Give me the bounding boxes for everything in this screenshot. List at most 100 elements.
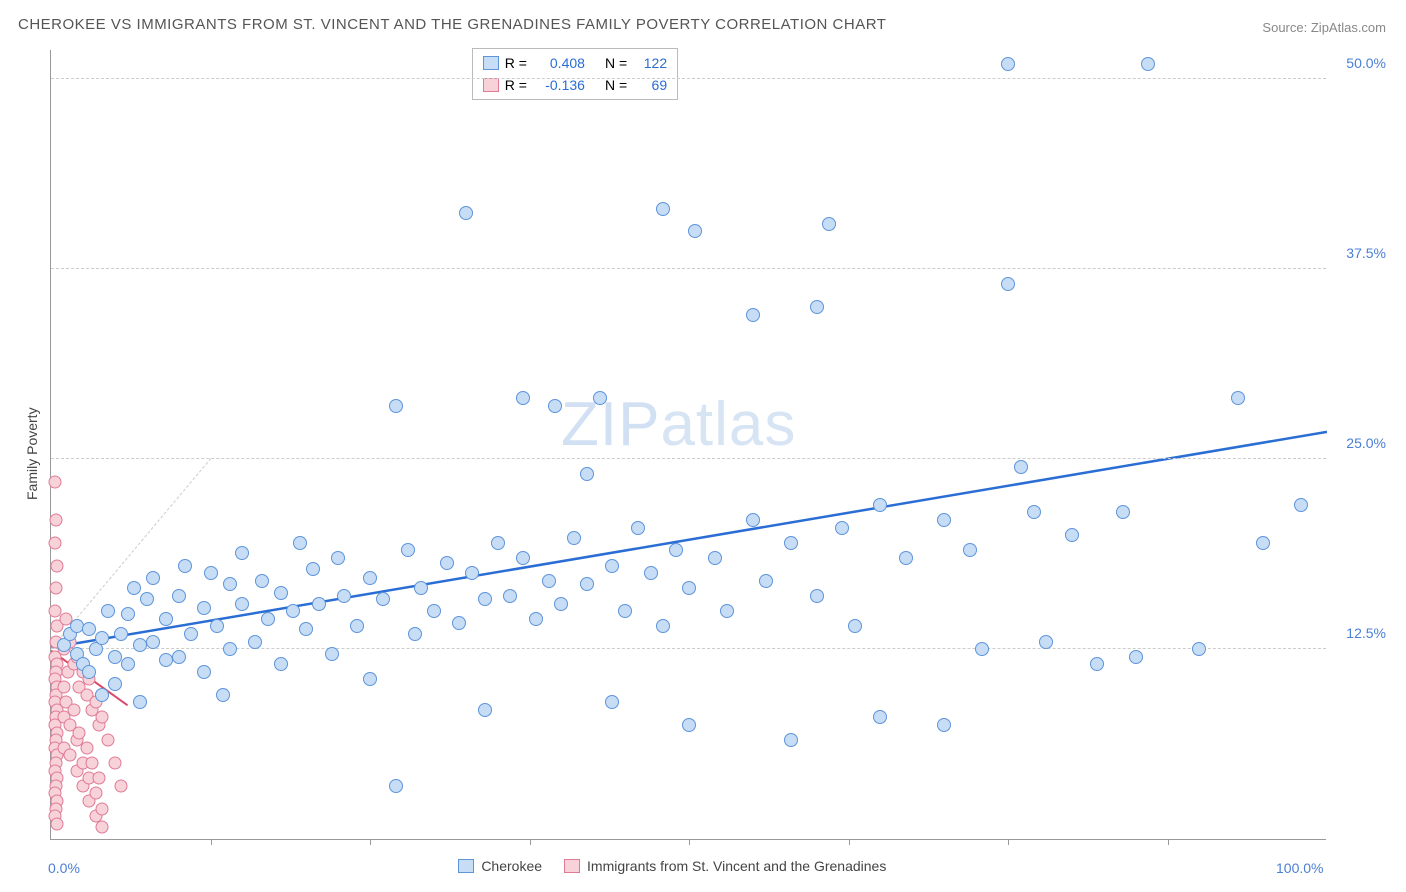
data-point-pink (50, 582, 63, 595)
data-point-blue (427, 604, 441, 618)
data-point-pink (48, 475, 61, 488)
data-point-blue (223, 577, 237, 591)
data-point-blue (605, 559, 619, 573)
data-point-blue (937, 513, 951, 527)
data-point-blue (746, 308, 760, 322)
data-point-blue (172, 589, 186, 603)
x-tick-mark (370, 839, 371, 845)
legend-series: Cherokee Immigrants from St. Vincent and… (458, 858, 886, 874)
data-point-blue (95, 688, 109, 702)
data-point-pink (89, 787, 102, 800)
n-value-pink: 69 (633, 77, 667, 93)
data-point-pink (115, 779, 128, 792)
data-point-blue (580, 467, 594, 481)
data-point-blue (688, 224, 702, 238)
data-point-blue (708, 551, 722, 565)
data-point-pink (93, 772, 106, 785)
data-point-blue (516, 551, 530, 565)
y-tick-label: 37.5% (1331, 245, 1386, 261)
data-point-blue (146, 635, 160, 649)
data-point-blue (1129, 650, 1143, 664)
data-point-blue (261, 612, 275, 626)
data-point-pink (96, 802, 109, 815)
data-point-blue (159, 612, 173, 626)
r-value-blue: 0.408 (533, 55, 585, 71)
data-point-blue (440, 556, 454, 570)
data-point-blue (172, 650, 186, 664)
label-cherokee: Cherokee (481, 858, 542, 874)
data-point-blue (644, 566, 658, 580)
trend-line-blue (51, 432, 1327, 648)
data-point-pink (57, 681, 70, 694)
data-point-blue (114, 627, 128, 641)
data-point-blue (784, 733, 798, 747)
plot-area: ZIPatlas R = 0.408 N = 122 R = -0.136 N … (50, 50, 1326, 840)
data-point-blue (580, 577, 594, 591)
data-point-blue (810, 589, 824, 603)
swatch-immigrants (564, 859, 580, 873)
data-point-blue (1001, 57, 1015, 71)
data-point-pink (108, 757, 121, 770)
data-point-blue (82, 622, 96, 636)
data-point-blue (452, 616, 466, 630)
data-point-blue (293, 536, 307, 550)
y-tick-label: 12.5% (1331, 625, 1386, 641)
data-point-blue (299, 622, 313, 636)
legend-swatch-blue (483, 56, 499, 70)
legend-item-immigrants: Immigrants from St. Vincent and the Gren… (564, 858, 886, 874)
data-point-blue (325, 647, 339, 661)
data-point-pink (80, 741, 93, 754)
legend-row-1: R = 0.408 N = 122 (483, 52, 667, 74)
data-point-blue (216, 688, 230, 702)
watermark-bold: ZIP (561, 390, 660, 459)
data-point-blue (822, 217, 836, 231)
source-value: ZipAtlas.com (1311, 20, 1386, 35)
r-value-pink: -0.136 (533, 77, 585, 93)
data-point-blue (759, 574, 773, 588)
data-point-blue (363, 672, 377, 686)
data-point-blue (873, 498, 887, 512)
gridline-h (51, 458, 1326, 459)
data-point-blue (312, 597, 326, 611)
source-label: Source: (1262, 20, 1307, 35)
data-point-blue (248, 635, 262, 649)
data-point-blue (1027, 505, 1041, 519)
data-point-blue (618, 604, 632, 618)
data-point-blue (1065, 528, 1079, 542)
data-point-blue (401, 543, 415, 557)
data-point-blue (529, 612, 543, 626)
data-point-pink (73, 726, 86, 739)
data-point-blue (235, 546, 249, 560)
legend-item-cherokee: Cherokee (458, 858, 542, 874)
data-point-pink (48, 536, 61, 549)
data-point-blue (682, 718, 696, 732)
x-tick-mark (1008, 839, 1009, 845)
data-point-blue (82, 665, 96, 679)
data-point-blue (1231, 391, 1245, 405)
data-point-pink (96, 820, 109, 833)
data-point-blue (542, 574, 556, 588)
data-point-blue (223, 642, 237, 656)
data-point-blue (810, 300, 824, 314)
data-point-blue (669, 543, 683, 557)
data-point-blue (255, 574, 269, 588)
x-tick-mark (211, 839, 212, 845)
data-point-blue (554, 597, 568, 611)
data-point-blue (605, 695, 619, 709)
data-point-blue (101, 604, 115, 618)
n-label: N = (605, 55, 627, 71)
data-point-blue (408, 627, 422, 641)
data-point-blue (274, 586, 288, 600)
data-point-blue (1001, 277, 1015, 291)
data-point-blue (593, 391, 607, 405)
source-attribution: Source: ZipAtlas.com (1262, 20, 1386, 35)
n-value-blue: 122 (633, 55, 667, 71)
data-point-blue (197, 665, 211, 679)
data-point-blue (350, 619, 364, 633)
data-point-blue (746, 513, 760, 527)
data-point-blue (178, 559, 192, 573)
data-point-pink (64, 749, 77, 762)
data-point-pink (51, 817, 64, 830)
data-point-blue (516, 391, 530, 405)
data-point-blue (1116, 505, 1130, 519)
